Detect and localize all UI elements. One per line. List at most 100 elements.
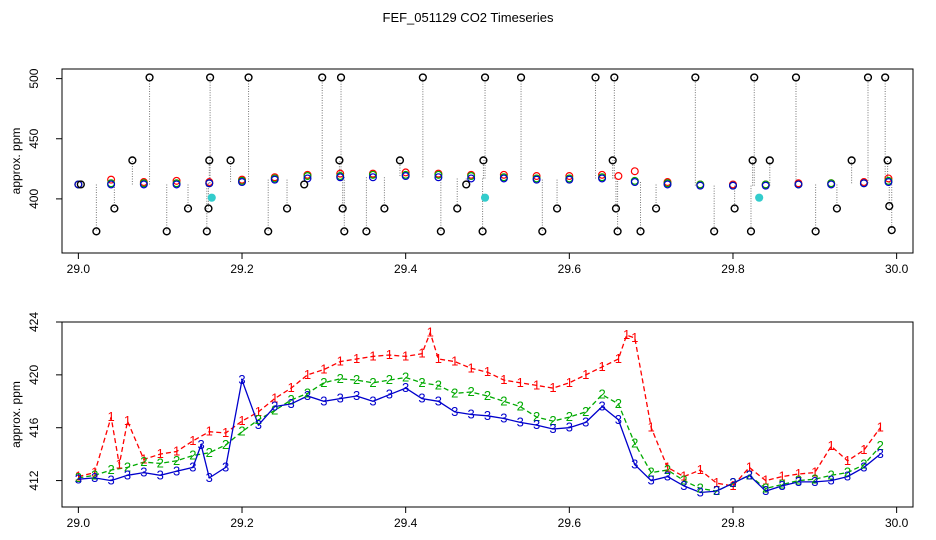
series-black-point <box>436 227 445 236</box>
series-blue-point <box>336 173 345 182</box>
series-1-marker: 1 <box>582 367 589 382</box>
series-2-marker: 2 <box>468 384 475 399</box>
series-black-point <box>811 227 820 236</box>
series-1-marker: 1 <box>664 459 671 474</box>
series-1-marker: 1 <box>287 380 294 395</box>
series-3-marker: 3 <box>255 417 262 432</box>
series-3-marker: 3 <box>598 399 605 414</box>
series-black-point <box>885 201 894 211</box>
series-1-marker: 1 <box>386 347 393 362</box>
series-red-point <box>499 170 508 179</box>
series-3-line <box>78 377 881 494</box>
series-1-marker: 1 <box>844 453 851 468</box>
series-3-marker: 3 <box>320 393 327 408</box>
series-3-marker: 3 <box>877 446 884 461</box>
series-2-marker: 2 <box>844 465 851 480</box>
series-1-marker: 1 <box>517 375 524 390</box>
figure-title: FEF_051129 CO2 Timeseries <box>383 10 554 25</box>
series-blue-point <box>663 180 672 189</box>
series-3-marker: 3 <box>222 459 229 474</box>
series-black-point <box>206 73 215 82</box>
series-3-marker: 3 <box>124 467 131 482</box>
series-2-marker: 2 <box>402 370 409 385</box>
series-blue-point <box>696 181 705 190</box>
series-black-point <box>552 204 562 213</box>
series-1-marker: 1 <box>107 409 114 424</box>
series-3-marker: 3 <box>549 421 556 436</box>
series-black-point <box>608 156 617 165</box>
series-black-point <box>205 156 214 165</box>
series-3-marker: 3 <box>468 407 475 422</box>
y-tick-label: 416 <box>27 417 41 437</box>
series-3-marker: 3 <box>107 473 114 488</box>
series-2-marker: 2 <box>860 457 867 472</box>
series-2-marker: 2 <box>173 453 180 468</box>
series-3-marker: 3 <box>566 420 573 435</box>
series-1-marker: 1 <box>811 465 818 480</box>
series-black-point <box>881 73 890 82</box>
series-green-point <box>303 172 312 181</box>
series-red-point <box>172 176 181 185</box>
series-1-marker: 1 <box>304 367 311 382</box>
x-tick-label: 29.4 <box>394 516 418 530</box>
series-2-marker: 2 <box>157 455 164 470</box>
series-cyan-point <box>207 193 216 202</box>
series-3-marker: 3 <box>189 459 196 474</box>
series-green-point <box>434 170 443 179</box>
x-tick-label: 30.0 <box>885 516 909 530</box>
series-black-point <box>538 227 547 236</box>
series-black-point <box>651 204 661 213</box>
series-black-point <box>516 73 526 82</box>
series-1-marker: 1 <box>222 425 229 440</box>
series-black-point <box>226 156 235 165</box>
series-3-marker: 3 <box>140 465 147 480</box>
x-tick-label: 29.8 <box>721 262 745 276</box>
series-2-marker: 2 <box>206 445 213 460</box>
series-black-point <box>264 227 273 236</box>
series-blue-point <box>630 178 639 187</box>
series-2-marker: 2 <box>369 375 376 390</box>
series-1-marker: 1 <box>468 360 475 375</box>
series-1-marker: 1 <box>255 404 262 419</box>
series-black-point <box>338 204 347 213</box>
series-3-marker: 3 <box>197 437 204 452</box>
series-2-marker: 2 <box>631 436 638 451</box>
series-3-marker: 3 <box>844 469 851 484</box>
series-black-point <box>613 227 622 236</box>
series-black-point <box>418 73 427 82</box>
series-1-marker: 1 <box>189 433 196 448</box>
series-red-point <box>532 172 541 181</box>
series-black-point <box>202 227 211 236</box>
series-green-point <box>467 172 476 181</box>
series-1-marker: 1 <box>623 327 630 342</box>
series-3-marker: 3 <box>500 410 507 425</box>
series-black-point <box>462 180 471 189</box>
series-1-marker: 1 <box>75 469 82 484</box>
series-3-marker: 3 <box>304 388 311 403</box>
series-1-marker: 1 <box>238 413 245 428</box>
series-2-line <box>78 376 881 492</box>
series-blue-point <box>401 172 410 181</box>
series-black-point <box>340 227 349 236</box>
series-2-marker: 2 <box>828 467 835 482</box>
series-3-marker: 3 <box>484 408 491 423</box>
series-1-marker: 1 <box>353 351 360 366</box>
y-tick-label: 412 <box>27 470 41 490</box>
series-2-marker: 2 <box>582 404 589 419</box>
series-black-point <box>362 227 371 236</box>
series-black-point <box>480 73 490 82</box>
y-axis-label: approx. ppm <box>9 128 23 195</box>
series-2-marker: 2 <box>615 396 622 411</box>
series-blue-point <box>368 173 377 182</box>
series-1-marker: 1 <box>124 413 131 428</box>
series-2-marker: 2 <box>304 385 311 400</box>
series-1-marker: 1 <box>402 348 409 363</box>
series-3-marker: 3 <box>795 474 802 489</box>
series-black-point <box>887 226 896 235</box>
series-2-marker: 2 <box>549 413 556 428</box>
series-black-point <box>76 180 85 189</box>
series-3-marker: 3 <box>680 478 687 493</box>
series-red-point <box>598 170 607 179</box>
series-cyan-point <box>755 193 764 202</box>
